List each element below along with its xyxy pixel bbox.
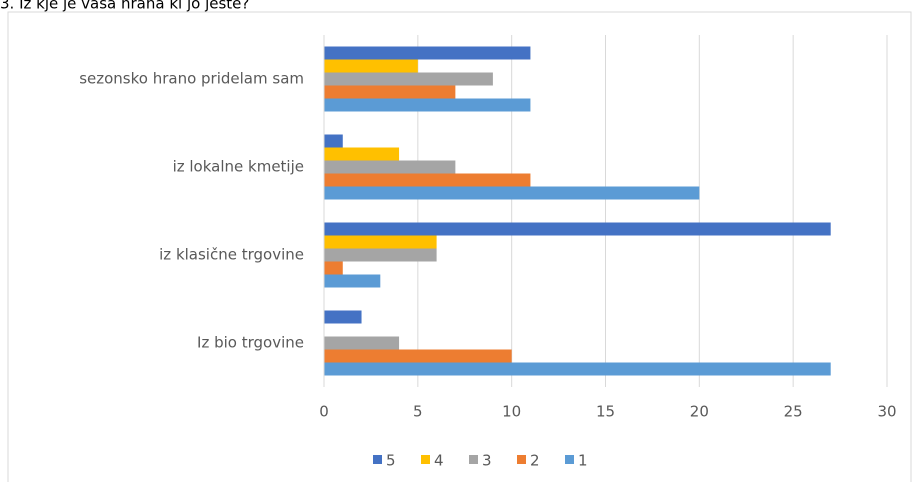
chart-frame — [7, 11, 912, 482]
legend-swatch — [565, 455, 574, 464]
bar — [324, 222, 831, 236]
chart-title: 3. Iz kje je vaša hrana ki jo ješte? — [0, 0, 249, 13]
y-tick-label: iz klasične trgovine — [159, 246, 304, 264]
legend-label: 3 — [482, 452, 492, 470]
bar — [324, 85, 456, 99]
bar — [324, 59, 418, 73]
legend-swatch — [373, 455, 382, 464]
bar — [324, 186, 700, 200]
bar — [324, 274, 381, 288]
x-tick-label: 15 — [596, 403, 615, 421]
bar — [324, 261, 343, 275]
x-tick-label: 20 — [690, 403, 709, 421]
bar — [324, 336, 400, 350]
bar — [324, 160, 456, 174]
legend-swatch — [421, 455, 430, 464]
legend-label: 1 — [578, 452, 588, 470]
legend-label: 5 — [386, 452, 396, 470]
x-tick-label: 30 — [877, 403, 896, 421]
bar — [324, 72, 493, 86]
y-tick-label: sezonsko hrano pridelam sam — [79, 70, 304, 88]
legend-swatch — [469, 455, 478, 464]
bar — [324, 235, 437, 249]
y-tick-label: iz lokalne kmetije — [173, 158, 304, 176]
bar — [324, 310, 362, 324]
x-tick-label: 10 — [502, 403, 521, 421]
y-tick-label: Iz bio trgovine — [197, 334, 304, 352]
x-tick-label: 5 — [413, 403, 423, 421]
bar — [324, 173, 531, 187]
x-tick-label: 0 — [319, 403, 329, 421]
legend-swatch — [517, 455, 526, 464]
legend-label: 4 — [434, 452, 444, 470]
bar — [324, 46, 531, 60]
bar — [324, 349, 512, 363]
x-tick-label: 25 — [784, 403, 803, 421]
bar — [324, 248, 437, 262]
bar — [324, 134, 343, 148]
legend-label: 2 — [530, 452, 540, 470]
bar — [324, 147, 400, 161]
bar — [324, 98, 531, 112]
bar — [324, 362, 831, 376]
